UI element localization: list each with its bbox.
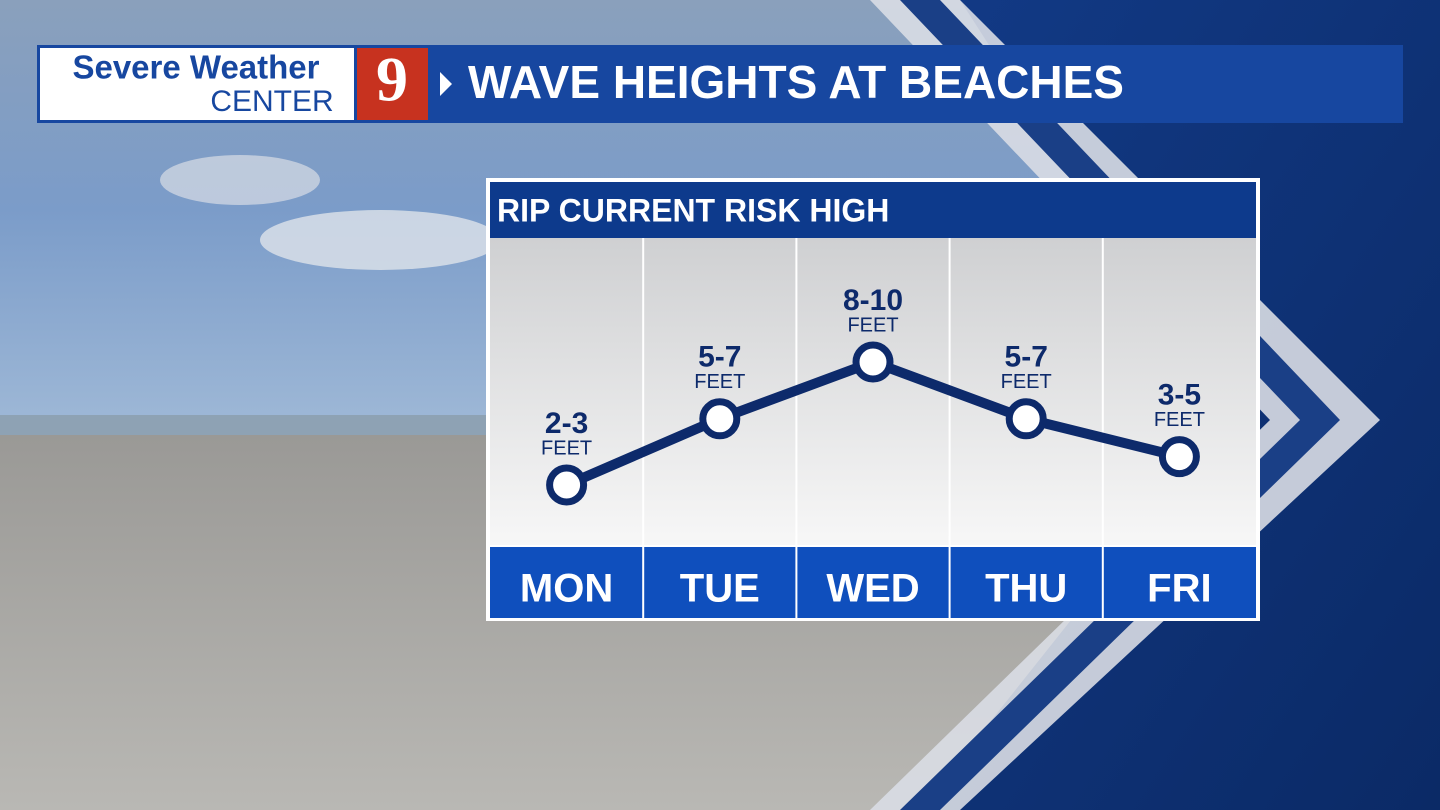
day-label: FRI (1147, 567, 1211, 611)
arrow (440, 72, 452, 96)
wave-point (699, 398, 741, 440)
day-label: WED (826, 567, 919, 611)
value-label: 5-7 (1005, 341, 1048, 374)
subtitle: RIP CURRENT RISK HIGH (497, 192, 889, 228)
day-label: THU (985, 567, 1067, 611)
unit-label: FEET (1001, 371, 1052, 393)
day-bar (490, 547, 1256, 618)
wave-point (1158, 436, 1200, 478)
unit-label: FEET (541, 437, 592, 459)
day-label: TUE (680, 567, 760, 611)
brand: Severe Weather (72, 49, 319, 86)
value-label: 5-7 (698, 341, 741, 374)
side-panel (920, 0, 1440, 810)
unit-label: FEET (694, 371, 745, 393)
wave-point (852, 341, 894, 383)
chevron (870, 0, 1380, 810)
cloud (160, 155, 320, 205)
title: WAVE HEIGHTS AT BEACHES (468, 56, 1124, 108)
plot-area (490, 238, 1256, 545)
subtitle-bar (490, 182, 1256, 238)
value-label: 3-5 (1158, 379, 1201, 412)
wave-point (546, 464, 588, 506)
unit-label: FEET (1154, 409, 1205, 431)
brand-sub: CENTER (210, 85, 333, 118)
logo-box (40, 48, 354, 120)
wave-point (1005, 398, 1047, 440)
day-label: MON (520, 567, 613, 611)
value-label: 8-10 (843, 284, 903, 317)
channel-box (357, 48, 428, 120)
value-label: 2-3 (545, 407, 588, 440)
channel: 9 (376, 44, 408, 115)
cloud (260, 210, 500, 270)
unit-label: FEET (847, 314, 898, 336)
